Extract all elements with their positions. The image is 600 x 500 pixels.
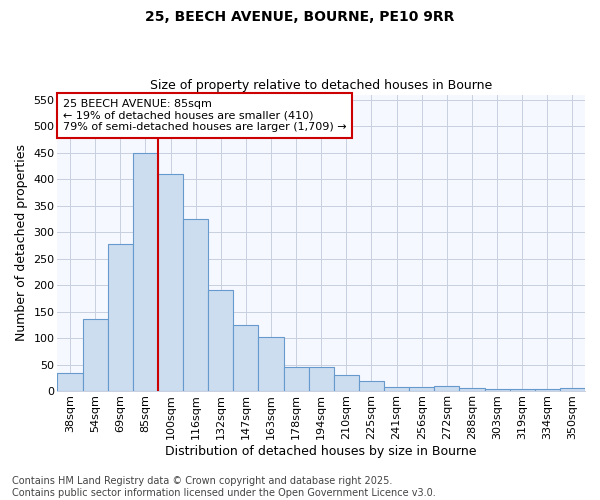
Bar (535, 390, 560, 391)
Bar (308, 366, 334, 391)
Bar (108, 244, 133, 391)
Bar (259, 337, 284, 391)
Y-axis label: Number of detached properties: Number of detached properties (15, 144, 28, 342)
Bar (409, 388, 434, 391)
Bar (284, 366, 308, 391)
Bar (83, 318, 108, 391)
X-axis label: Distribution of detached houses by size in Bourne: Distribution of detached houses by size … (166, 444, 477, 458)
Bar (509, 390, 535, 391)
Bar (208, 290, 233, 391)
Text: Contains HM Land Registry data © Crown copyright and database right 2025.
Contai: Contains HM Land Registry data © Crown c… (12, 476, 436, 498)
Text: 25, BEECH AVENUE, BOURNE, PE10 9RR: 25, BEECH AVENUE, BOURNE, PE10 9RR (145, 10, 455, 24)
Title: Size of property relative to detached houses in Bourne: Size of property relative to detached ho… (150, 79, 493, 92)
Bar (460, 388, 485, 391)
Bar (133, 153, 158, 391)
Bar (183, 219, 208, 391)
Bar (384, 388, 409, 391)
Bar (434, 386, 460, 391)
Bar (233, 325, 259, 391)
Bar (560, 388, 585, 391)
Bar (485, 389, 509, 391)
Text: 25 BEECH AVENUE: 85sqm
← 19% of detached houses are smaller (410)
79% of semi-de: 25 BEECH AVENUE: 85sqm ← 19% of detached… (63, 99, 346, 132)
Bar (58, 372, 83, 391)
Bar (158, 174, 183, 391)
Bar (359, 381, 384, 391)
Bar (334, 374, 359, 391)
